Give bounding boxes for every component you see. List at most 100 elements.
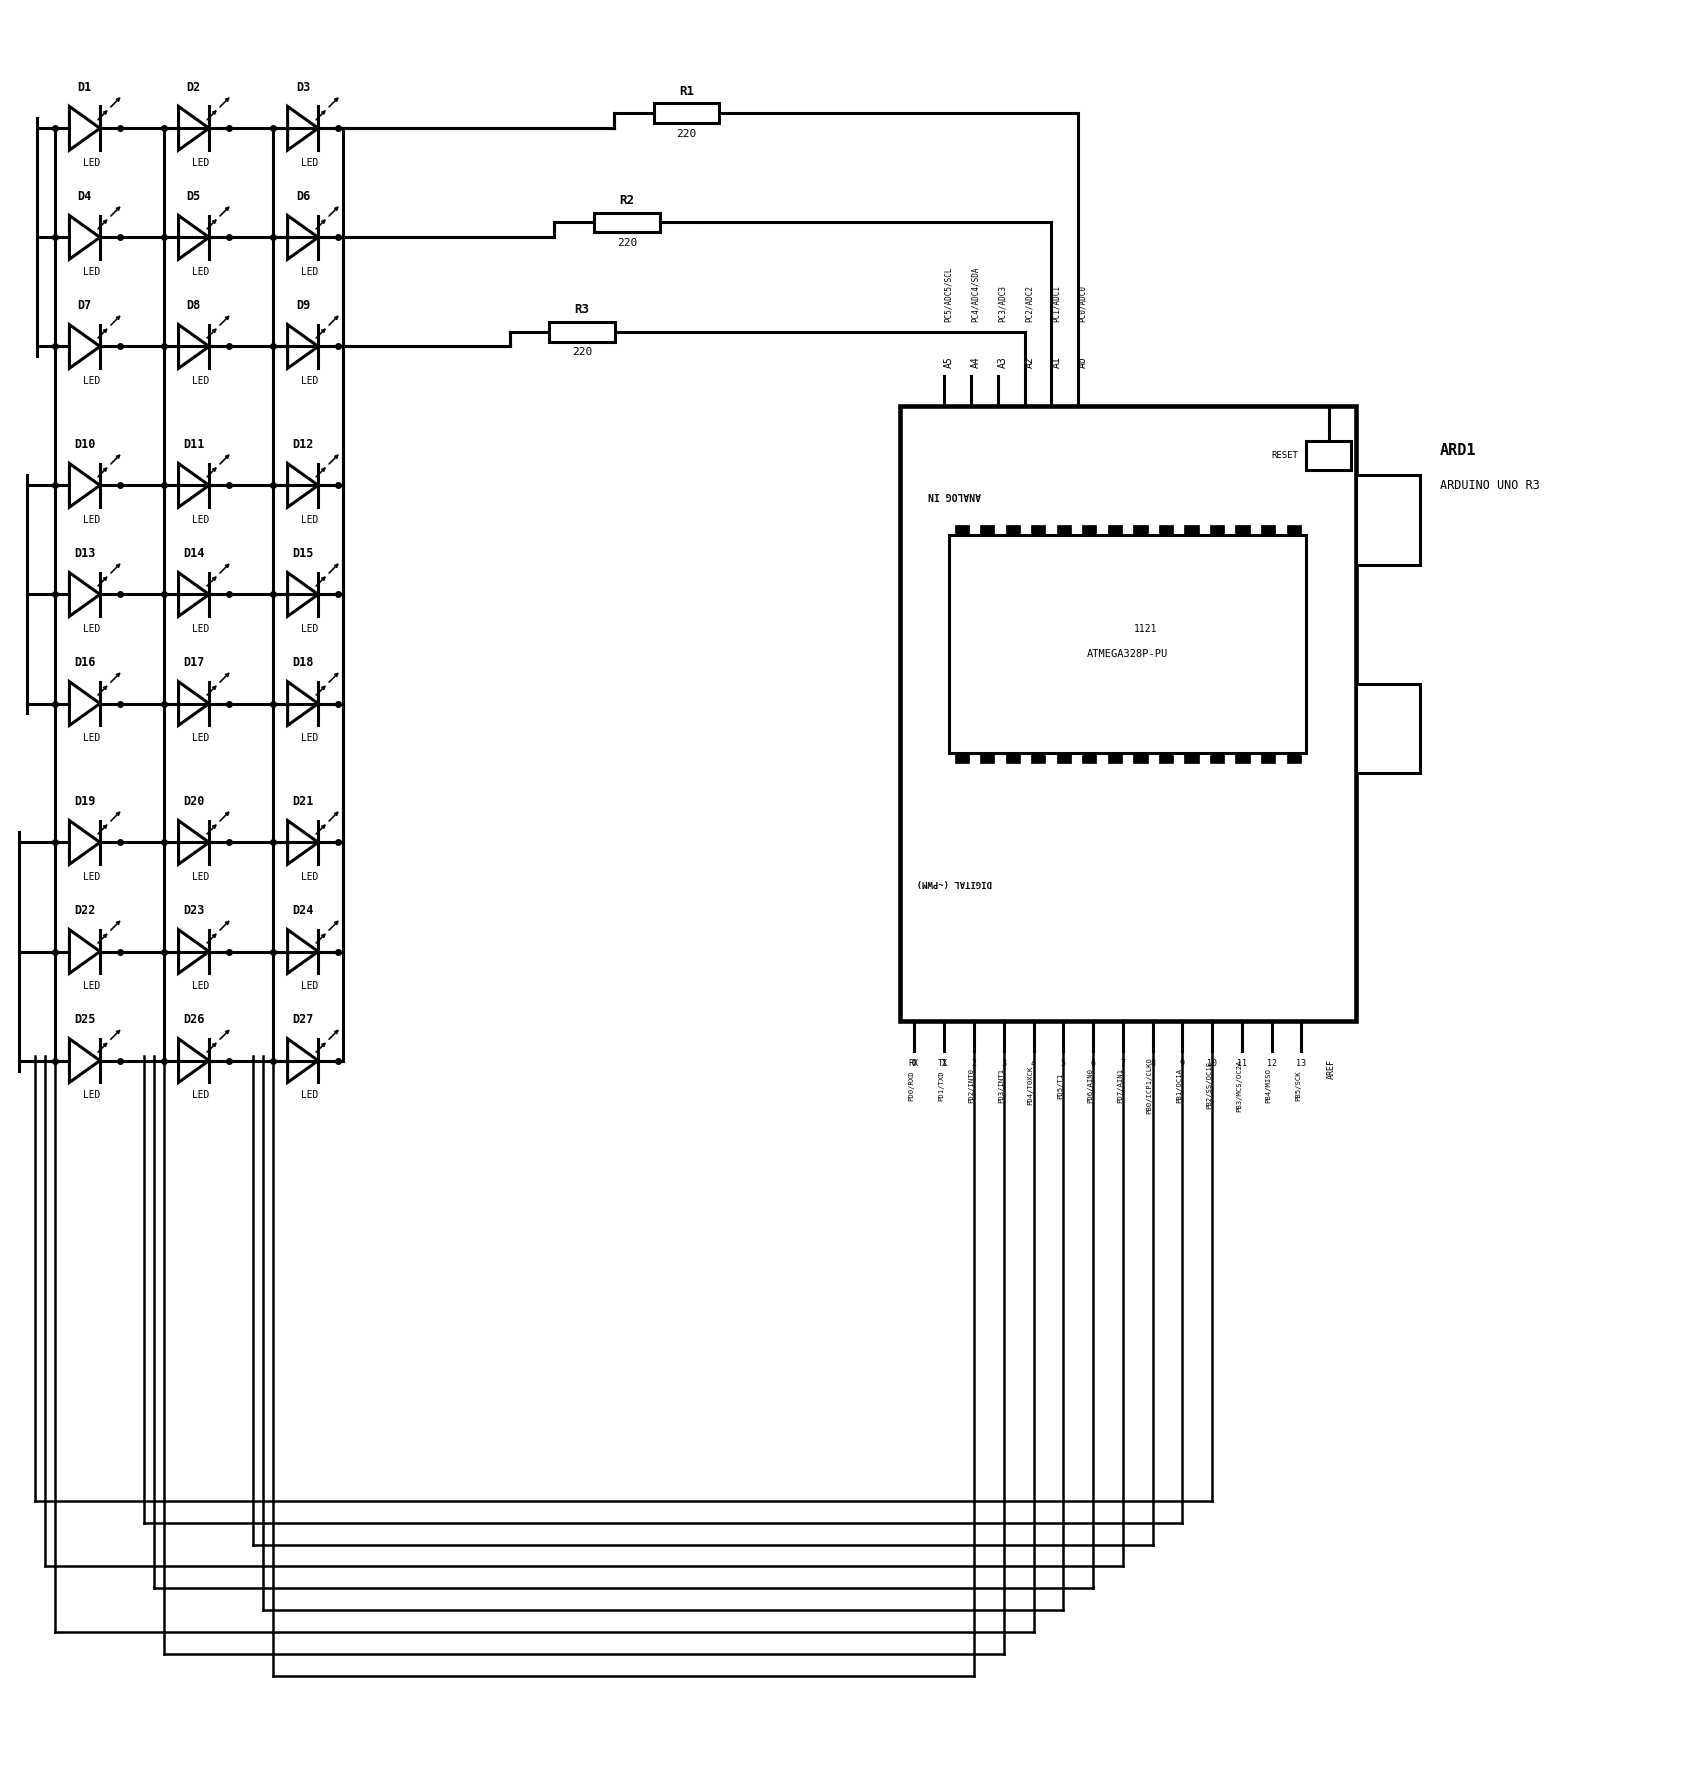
Text: D10: D10 bbox=[73, 438, 95, 451]
Text: ANALOG IN: ANALOG IN bbox=[927, 490, 980, 501]
Text: 1121: 1121 bbox=[1133, 624, 1157, 634]
Text: LED: LED bbox=[193, 624, 210, 634]
Text: 220: 220 bbox=[573, 347, 593, 358]
Text: PC4/ADC4/SDA: PC4/ADC4/SDA bbox=[971, 266, 980, 323]
Text: 6: 6 bbox=[1091, 1059, 1096, 1067]
Text: ARD1: ARD1 bbox=[1440, 444, 1477, 458]
Text: D15: D15 bbox=[291, 547, 314, 560]
Text: D27: D27 bbox=[291, 1012, 314, 1026]
Text: 8: 8 bbox=[1150, 1059, 1155, 1067]
Bar bbox=[1031, 754, 1046, 763]
Text: LED: LED bbox=[82, 515, 101, 526]
Text: D6: D6 bbox=[296, 189, 310, 203]
Text: LED: LED bbox=[82, 1091, 101, 1099]
Text: A1: A1 bbox=[1051, 356, 1062, 369]
Text: 9: 9 bbox=[1179, 1059, 1184, 1067]
Text: ATMEGA328P-PU: ATMEGA328P-PU bbox=[1087, 649, 1169, 659]
Text: PC0/ADC0: PC0/ADC0 bbox=[1079, 285, 1087, 323]
Bar bbox=[954, 526, 970, 535]
Bar bbox=[1307, 440, 1351, 470]
Bar bbox=[1159, 754, 1172, 763]
Bar bbox=[1261, 754, 1275, 763]
Text: D7: D7 bbox=[78, 299, 92, 312]
Text: LED: LED bbox=[302, 159, 319, 168]
Text: PB1/OC1A: PB1/OC1A bbox=[1176, 1067, 1183, 1103]
Text: A2: A2 bbox=[1024, 356, 1034, 369]
Text: 220: 220 bbox=[617, 239, 637, 248]
Text: R3: R3 bbox=[574, 303, 590, 315]
Text: D21: D21 bbox=[291, 795, 314, 807]
Text: 12: 12 bbox=[1266, 1059, 1276, 1067]
Text: TX: TX bbox=[939, 1059, 947, 1067]
Text: D8: D8 bbox=[187, 299, 201, 312]
Text: D9: D9 bbox=[296, 299, 310, 312]
Bar bbox=[1235, 754, 1249, 763]
Bar bbox=[954, 754, 970, 763]
Text: AREF: AREF bbox=[1326, 1059, 1336, 1078]
Bar bbox=[1356, 684, 1421, 773]
Text: PC5/ADC5/SCL: PC5/ADC5/SCL bbox=[944, 266, 953, 323]
Text: LED: LED bbox=[302, 982, 319, 991]
Bar bbox=[1082, 526, 1096, 535]
Bar bbox=[1184, 754, 1198, 763]
Text: LED: LED bbox=[302, 1091, 319, 1099]
Bar bbox=[549, 323, 615, 342]
Text: PD4/T0XCK: PD4/T0XCK bbox=[1028, 1066, 1034, 1105]
Bar bbox=[1133, 754, 1147, 763]
Text: A3: A3 bbox=[999, 356, 1007, 369]
Text: RESET: RESET bbox=[1271, 451, 1298, 460]
Text: 4: 4 bbox=[1031, 1059, 1036, 1067]
Bar bbox=[1005, 526, 1021, 535]
Text: D22: D22 bbox=[73, 903, 95, 916]
Text: PD5/T1: PD5/T1 bbox=[1056, 1073, 1063, 1098]
Bar bbox=[654, 103, 719, 123]
Text: 220: 220 bbox=[676, 130, 697, 139]
Bar bbox=[595, 212, 659, 232]
Bar bbox=[1056, 526, 1072, 535]
Bar bbox=[1108, 754, 1121, 763]
Text: A0: A0 bbox=[1079, 356, 1089, 369]
Text: D3: D3 bbox=[296, 80, 310, 93]
Bar bbox=[1056, 754, 1072, 763]
Text: A5: A5 bbox=[944, 356, 954, 369]
Text: 7: 7 bbox=[1120, 1059, 1125, 1067]
Text: D11: D11 bbox=[182, 438, 204, 451]
Text: RX: RX bbox=[908, 1059, 918, 1067]
Text: LED: LED bbox=[82, 734, 101, 743]
Text: LED: LED bbox=[302, 624, 319, 634]
Text: R2: R2 bbox=[619, 194, 634, 207]
Text: PB5/SCK: PB5/SCK bbox=[1295, 1069, 1302, 1101]
Text: PD2/INT0: PD2/INT0 bbox=[968, 1067, 975, 1103]
Text: D1: D1 bbox=[78, 80, 92, 93]
Text: D17: D17 bbox=[182, 656, 204, 668]
Text: LED: LED bbox=[193, 515, 210, 526]
Text: LED: LED bbox=[302, 515, 319, 526]
Text: PB4/MISO: PB4/MISO bbox=[1266, 1067, 1271, 1103]
Text: PD7/AIN1: PD7/AIN1 bbox=[1116, 1067, 1123, 1103]
Text: LED: LED bbox=[302, 376, 319, 387]
Bar bbox=[1133, 526, 1147, 535]
Text: LED: LED bbox=[302, 267, 319, 278]
Text: D13: D13 bbox=[73, 547, 95, 560]
Bar bbox=[1159, 526, 1172, 535]
Text: ARDUINO UNO R3: ARDUINO UNO R3 bbox=[1440, 479, 1540, 492]
Bar bbox=[1210, 526, 1223, 535]
Bar bbox=[980, 526, 995, 535]
Text: 13: 13 bbox=[1297, 1059, 1307, 1067]
Text: D23: D23 bbox=[182, 903, 204, 916]
Text: 1: 1 bbox=[942, 1059, 947, 1067]
Bar bbox=[1082, 754, 1096, 763]
Text: LED: LED bbox=[302, 871, 319, 882]
Text: 5: 5 bbox=[1062, 1059, 1065, 1067]
Bar bbox=[1108, 526, 1121, 535]
Text: D24: D24 bbox=[291, 903, 314, 916]
Text: 3: 3 bbox=[1002, 1059, 1007, 1067]
Text: LED: LED bbox=[302, 734, 319, 743]
Text: PC3/ADC3: PC3/ADC3 bbox=[999, 285, 1007, 323]
Text: LED: LED bbox=[193, 159, 210, 168]
Bar bbox=[1210, 754, 1223, 763]
Text: PC2/ADC2: PC2/ADC2 bbox=[1024, 285, 1034, 323]
Text: PB0/ICP1/CLKO: PB0/ICP1/CLKO bbox=[1147, 1057, 1152, 1114]
Text: LED: LED bbox=[193, 734, 210, 743]
Text: D12: D12 bbox=[291, 438, 314, 451]
